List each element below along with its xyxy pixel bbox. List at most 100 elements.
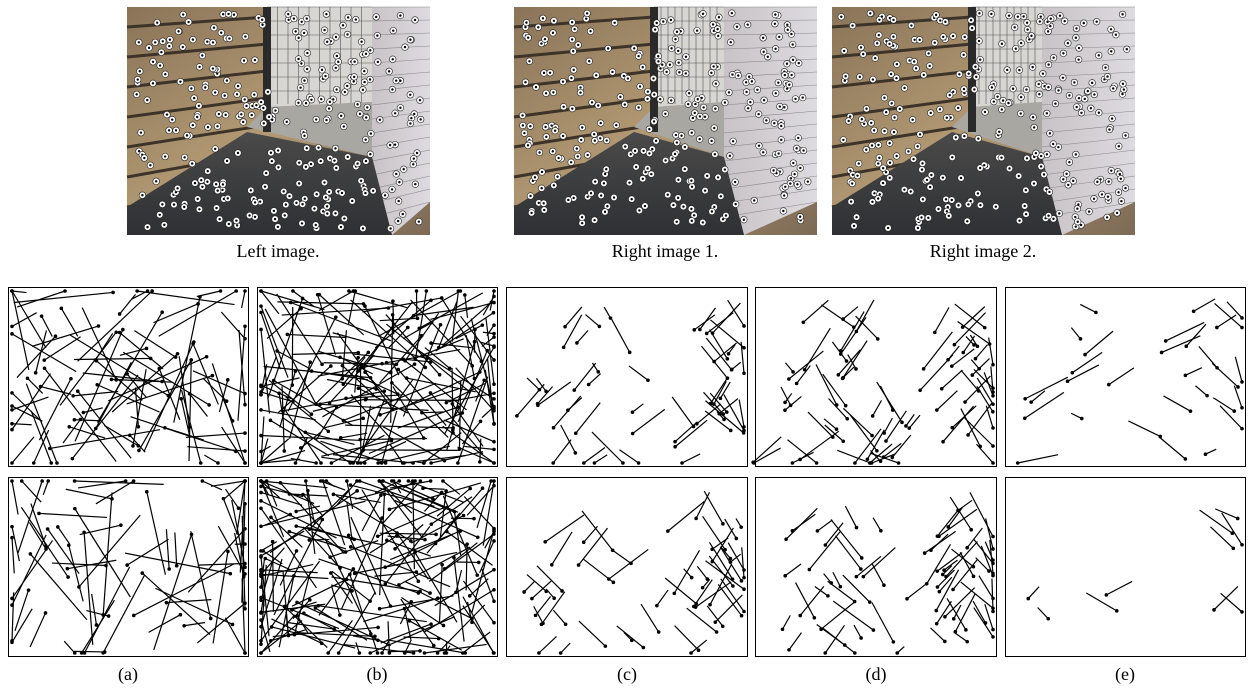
feature-center bbox=[160, 51, 162, 53]
feature-center bbox=[141, 194, 143, 196]
feature-center bbox=[253, 93, 255, 95]
feature-center bbox=[310, 99, 312, 101]
feature-center bbox=[233, 14, 235, 16]
feature-center bbox=[963, 135, 965, 137]
feature-center bbox=[604, 173, 606, 175]
match-end bbox=[101, 651, 105, 655]
feature-center bbox=[1120, 178, 1122, 180]
match-end bbox=[222, 497, 226, 501]
feature-center bbox=[882, 167, 884, 169]
feature-center bbox=[1043, 173, 1045, 175]
feature-center bbox=[1052, 218, 1054, 220]
feature-center bbox=[1026, 157, 1028, 159]
feature-center bbox=[747, 107, 749, 109]
feature-center bbox=[140, 131, 142, 133]
match-end bbox=[1236, 385, 1240, 389]
match-end bbox=[295, 601, 299, 605]
feature-center bbox=[305, 166, 307, 168]
feature-center bbox=[698, 138, 700, 140]
match-end bbox=[742, 610, 746, 614]
match-end bbox=[211, 374, 215, 378]
panel-frame bbox=[756, 478, 997, 657]
feature-center bbox=[1040, 15, 1042, 17]
match-end bbox=[933, 331, 937, 335]
feature-center bbox=[303, 79, 305, 81]
match-end bbox=[895, 651, 899, 655]
feature-center bbox=[293, 17, 295, 19]
feature-center bbox=[215, 183, 217, 185]
feature-center bbox=[1098, 54, 1100, 56]
feature-center bbox=[647, 90, 649, 92]
match-end bbox=[63, 289, 67, 293]
feature-center bbox=[706, 175, 708, 177]
match-end bbox=[326, 651, 330, 655]
feature-center bbox=[138, 41, 140, 43]
feature-center bbox=[662, 20, 664, 22]
match-line bbox=[474, 329, 475, 352]
feature-center bbox=[710, 140, 712, 142]
match-end bbox=[1107, 383, 1111, 387]
match-end bbox=[379, 493, 383, 497]
match-end bbox=[40, 479, 44, 483]
feature-center bbox=[849, 169, 851, 171]
match-end bbox=[1105, 593, 1109, 597]
feature-center bbox=[862, 53, 864, 55]
match-end bbox=[692, 605, 696, 609]
feature-center bbox=[1049, 25, 1051, 27]
feature-center bbox=[528, 60, 530, 62]
feature-center bbox=[872, 78, 874, 80]
feature-center bbox=[882, 182, 884, 184]
feature-center bbox=[971, 27, 973, 29]
match-end bbox=[304, 430, 308, 434]
match-end bbox=[784, 537, 788, 541]
match-end bbox=[935, 408, 939, 412]
feature-center bbox=[244, 98, 246, 100]
feature-center bbox=[523, 132, 525, 134]
feature-center bbox=[659, 98, 661, 100]
feature-center bbox=[362, 227, 364, 229]
match-end bbox=[71, 394, 75, 398]
match-end bbox=[243, 542, 247, 546]
match-end bbox=[355, 489, 359, 493]
feature-center bbox=[572, 50, 574, 52]
photo bbox=[127, 7, 430, 235]
feature-center bbox=[243, 59, 245, 61]
match-end bbox=[879, 529, 883, 533]
match-end bbox=[66, 567, 70, 571]
feature-center bbox=[878, 34, 880, 36]
match-end bbox=[440, 491, 444, 495]
match-end bbox=[344, 550, 348, 554]
feature-center bbox=[783, 194, 785, 196]
feature-center bbox=[537, 26, 539, 28]
feature-center bbox=[907, 150, 909, 152]
match-end bbox=[560, 589, 564, 593]
feature-center bbox=[670, 19, 672, 21]
feature-center bbox=[416, 152, 418, 154]
feature-center bbox=[1057, 89, 1059, 91]
match-end bbox=[376, 534, 380, 538]
feature-center bbox=[328, 107, 330, 109]
match-end bbox=[815, 461, 819, 465]
feature-center bbox=[196, 116, 198, 118]
match-end bbox=[243, 565, 247, 569]
feature-center bbox=[978, 40, 980, 42]
feature-center bbox=[918, 39, 920, 41]
match-end bbox=[726, 376, 730, 380]
feature-center bbox=[888, 43, 890, 45]
feature-center bbox=[919, 133, 921, 135]
feature-center bbox=[310, 163, 312, 165]
panel-label: (a) bbox=[118, 664, 138, 685]
match-end bbox=[132, 479, 136, 483]
match-panel bbox=[751, 288, 996, 467]
match-end bbox=[10, 461, 14, 465]
feature-center bbox=[226, 160, 228, 162]
match-end bbox=[282, 449, 286, 453]
match-end bbox=[781, 627, 785, 631]
feature-center bbox=[656, 22, 658, 24]
feature-center bbox=[556, 176, 558, 178]
feature-center bbox=[913, 60, 915, 62]
feature-center bbox=[797, 137, 799, 139]
feature-center bbox=[402, 213, 404, 215]
match-end bbox=[1232, 409, 1236, 413]
feature-center bbox=[1033, 126, 1035, 128]
